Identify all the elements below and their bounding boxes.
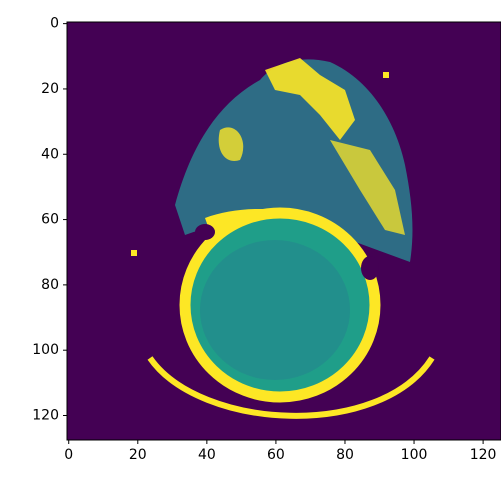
bone-fragment [330,140,405,235]
y-tick-label: 120 [32,408,59,424]
table-arc [147,356,435,419]
y-tick-label: 60 [41,212,59,228]
speck [383,72,389,78]
cavity [195,224,215,240]
cavity [361,256,379,280]
y-tick-label: 100 [32,342,59,358]
x-tick-label: 0 [64,447,73,463]
speck [131,250,137,256]
axes-frame [66,21,501,441]
x-tick-label: 60 [267,447,285,463]
x-tick-label: 120 [470,447,497,463]
brain [200,240,350,380]
x-tick-label: 100 [401,447,428,463]
bone-fragment [218,127,244,161]
x-tick-label: 80 [336,447,354,463]
image [67,22,501,440]
y-tick-label: 40 [41,146,59,162]
y-tick-label: 80 [41,277,59,293]
x-tick-label: 40 [198,447,216,463]
x-tick-label: 20 [129,447,147,463]
y-tick-label: 0 [50,16,59,32]
y-tick-label: 20 [41,81,59,97]
bone-fragment [265,58,355,140]
